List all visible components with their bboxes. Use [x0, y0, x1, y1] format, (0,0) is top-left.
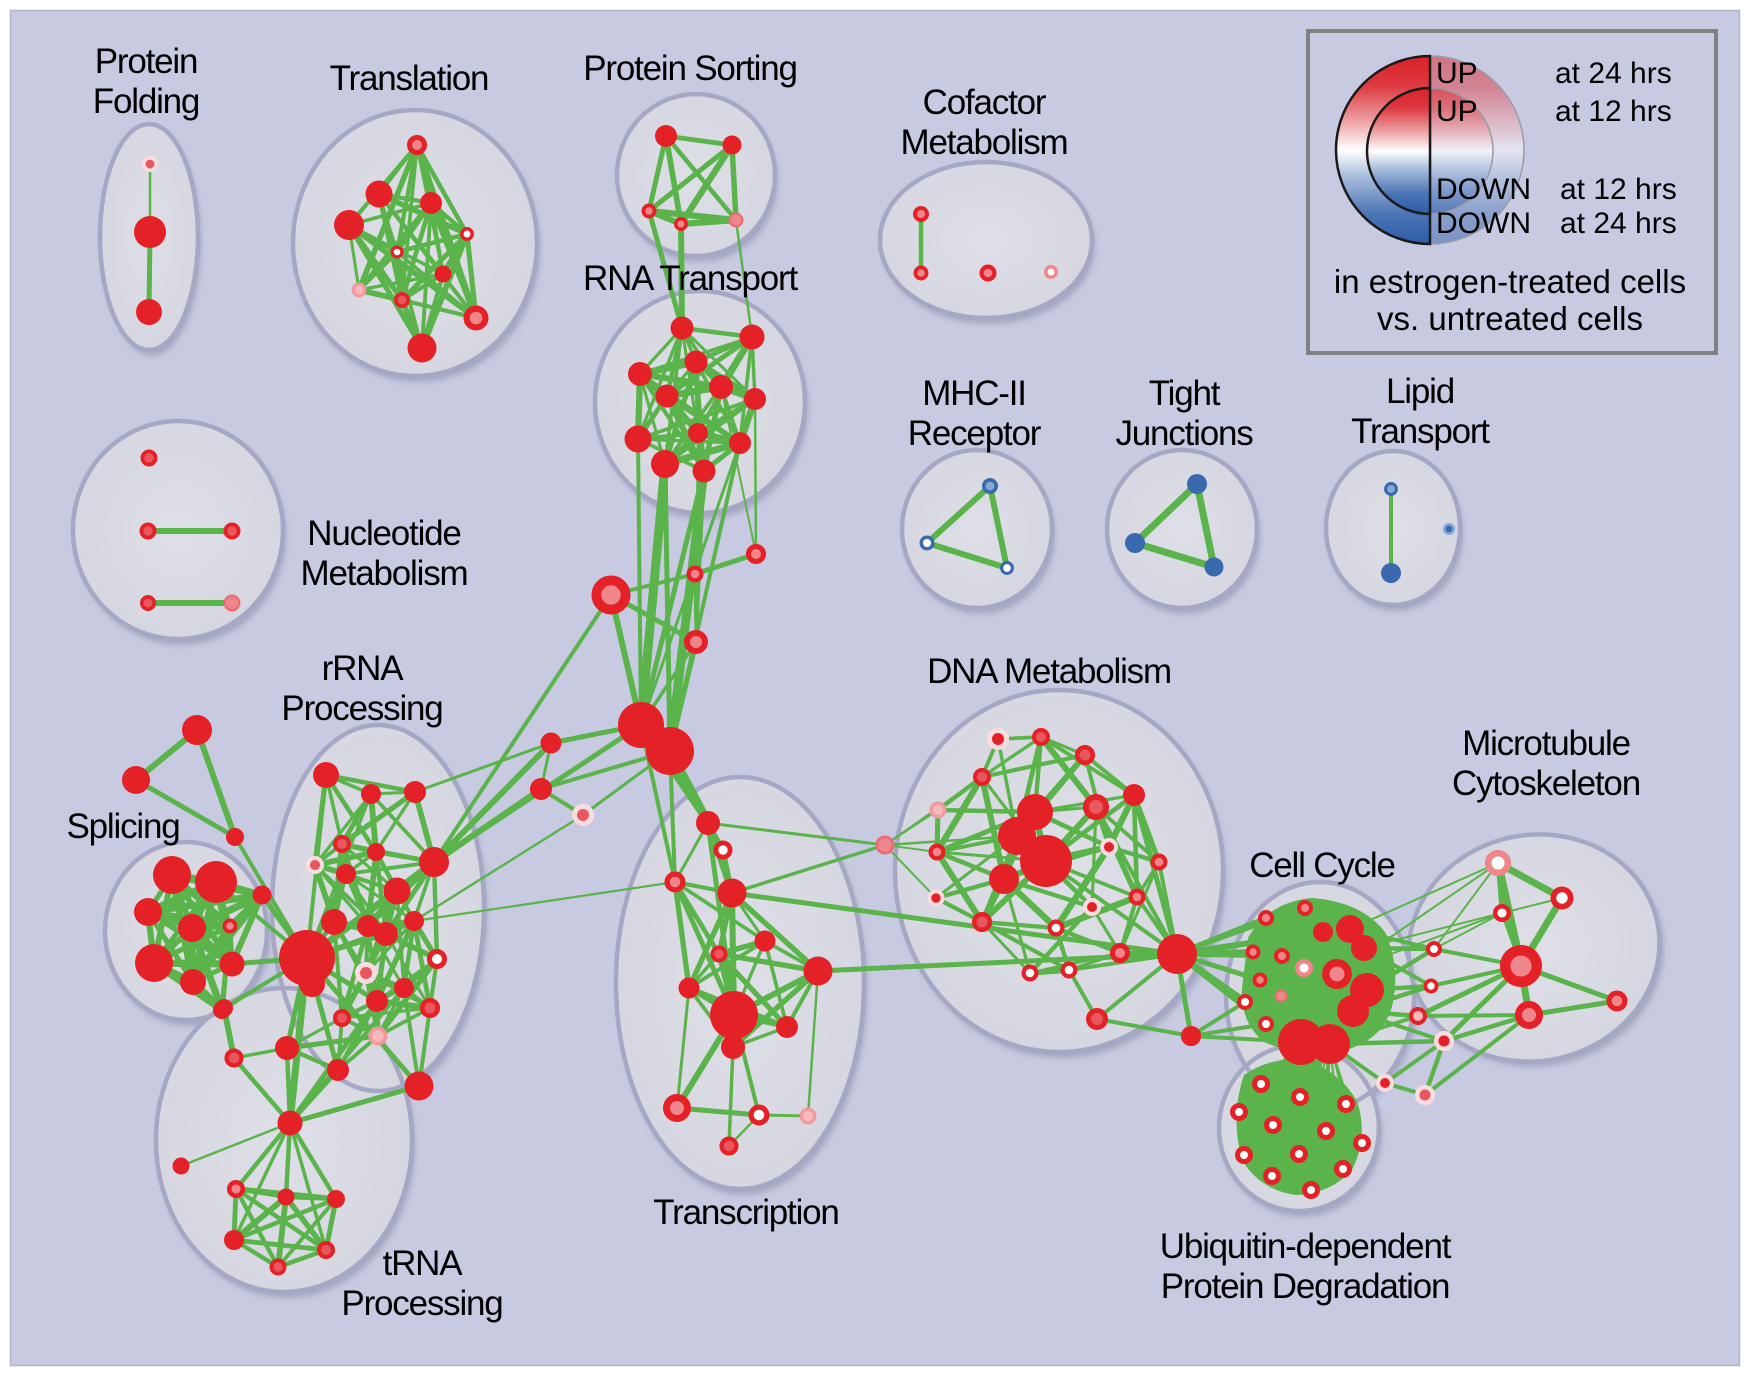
svg-text:Protein Sorting: Protein Sorting — [583, 49, 797, 88]
svg-text:vs. untreated cells: vs. untreated cells — [1377, 300, 1643, 337]
svg-text:Tight: Tight — [1149, 374, 1221, 413]
svg-text:Lipid: Lipid — [1386, 372, 1454, 411]
svg-text:tRNA: tRNA — [383, 1244, 464, 1283]
svg-text:DOWN: DOWN — [1436, 173, 1531, 206]
svg-text:Nucleotide: Nucleotide — [307, 514, 460, 553]
svg-text:MHC-II: MHC-II — [922, 374, 1026, 413]
svg-text:Metabolism: Metabolism — [301, 554, 468, 593]
svg-text:Ubiquitin-dependent: Ubiquitin-dependent — [1160, 1227, 1452, 1266]
svg-text:Splicing: Splicing — [67, 807, 180, 846]
svg-text:in estrogen-treated cells: in estrogen-treated cells — [1334, 263, 1686, 300]
svg-text:Protein Degradation: Protein Degradation — [1161, 1267, 1450, 1306]
svg-text:rRNA: rRNA — [322, 649, 405, 688]
svg-text:Translation: Translation — [330, 59, 489, 98]
svg-text:DOWN: DOWN — [1436, 207, 1531, 240]
svg-text:UP: UP — [1436, 95, 1478, 128]
svg-text:Processing: Processing — [281, 689, 442, 728]
svg-text:RNA Transport: RNA Transport — [583, 259, 798, 298]
svg-text:Folding: Folding — [93, 82, 199, 121]
svg-text:at 12 hrs: at 12 hrs — [1555, 95, 1672, 128]
svg-text:Processing: Processing — [341, 1284, 502, 1323]
svg-text:at 24 hrs: at 24 hrs — [1555, 57, 1672, 90]
svg-text:at 24 hrs: at 24 hrs — [1560, 207, 1677, 240]
svg-text:Cell Cycle: Cell Cycle — [1249, 846, 1395, 885]
svg-text:Cofactor: Cofactor — [923, 83, 1047, 122]
svg-text:DNA Metabolism: DNA Metabolism — [927, 652, 1171, 691]
svg-text:Transcription: Transcription — [653, 1193, 838, 1232]
svg-text:Transport: Transport — [1351, 412, 1490, 451]
svg-text:Cytoskeleton: Cytoskeleton — [1452, 764, 1640, 803]
svg-text:Junctions: Junctions — [1115, 414, 1253, 453]
svg-text:Metabolism: Metabolism — [901, 123, 1068, 162]
svg-text:at 12 hrs: at 12 hrs — [1560, 173, 1677, 206]
svg-text:Microtubule: Microtubule — [1462, 724, 1630, 763]
svg-text:Protein: Protein — [95, 42, 198, 81]
svg-text:Receptor: Receptor — [908, 414, 1042, 453]
svg-text:UP: UP — [1436, 57, 1478, 90]
